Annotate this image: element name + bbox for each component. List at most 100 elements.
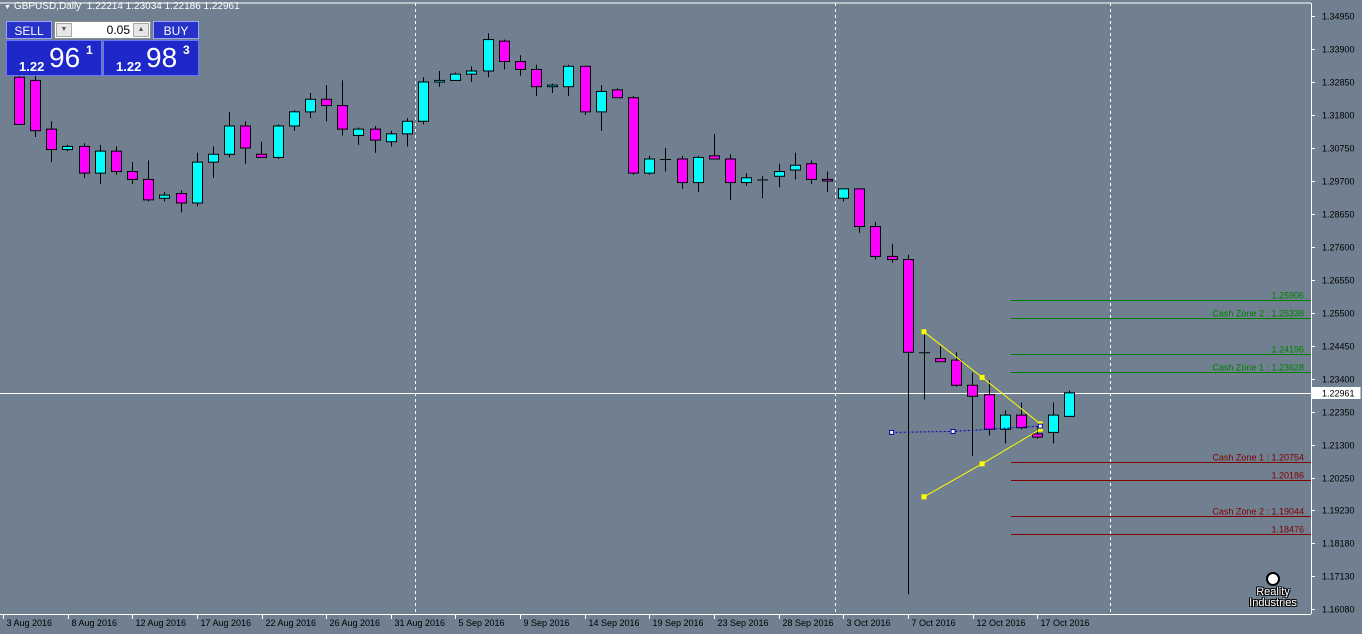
candle-body xyxy=(434,79,445,83)
candle-body xyxy=(612,89,623,99)
triangle-anchor-point[interactable] xyxy=(979,374,985,380)
triangle-anchor-point[interactable] xyxy=(1037,426,1043,432)
candle-body xyxy=(935,358,946,363)
triangle-anchor-point[interactable] xyxy=(921,329,927,335)
time-tick-label: 17 Oct 2016 xyxy=(1041,618,1090,628)
price-tick-label: 1.23400 xyxy=(1322,375,1355,385)
lot-decrease-arrow-icon[interactable]: ▼ xyxy=(56,23,72,37)
sell-button[interactable]: SELL xyxy=(6,21,52,39)
candle xyxy=(741,173,752,186)
candle-body xyxy=(854,188,865,228)
candle-body xyxy=(353,128,364,136)
day-separators xyxy=(0,2,1311,614)
candle-body xyxy=(499,40,510,63)
time-tick-label: 28 Sep 2016 xyxy=(783,618,834,628)
candle xyxy=(903,254,914,595)
candle xyxy=(951,352,962,387)
time-tick-label: 3 Aug 2016 xyxy=(7,618,53,628)
buy-button[interactable]: BUY xyxy=(153,21,199,39)
candle xyxy=(353,127,364,145)
price-tick-label: 1.21300 xyxy=(1322,441,1355,451)
cash-zone-label: 1.20186 xyxy=(1271,471,1304,481)
lot-size-stepper[interactable]: ▼ ▲ xyxy=(54,21,151,39)
candle xyxy=(838,188,849,202)
candle xyxy=(127,162,138,185)
candle xyxy=(62,144,73,152)
candle xyxy=(967,372,978,456)
candle xyxy=(612,88,623,99)
candle xyxy=(887,243,898,263)
candle-body xyxy=(192,161,203,204)
triangle-anchor-point[interactable] xyxy=(979,461,985,467)
buy-price-button[interactable]: 1.22 98 3 xyxy=(103,40,199,76)
triangle-anchor-point[interactable] xyxy=(921,494,927,500)
candle-body xyxy=(1000,414,1011,430)
candle-body xyxy=(305,98,316,113)
price-tick-label: 1.19230 xyxy=(1322,506,1355,516)
lot-increase-arrow-icon[interactable]: ▲ xyxy=(133,23,149,37)
candle xyxy=(499,39,510,70)
cash-zone-label: 1.25906 xyxy=(1271,291,1304,301)
candle xyxy=(289,110,300,131)
candle xyxy=(870,221,881,260)
candle-body xyxy=(62,145,73,151)
sell-price-button[interactable]: 1.22 96 1 xyxy=(6,40,102,76)
candle-body xyxy=(95,150,106,174)
lot-size-input[interactable] xyxy=(74,22,130,38)
price-tick-label: 1.31800 xyxy=(1322,111,1355,121)
price-tick-label: 1.33900 xyxy=(1322,45,1355,55)
dotted-trendline[interactable] xyxy=(889,423,1043,435)
candle xyxy=(483,33,494,78)
price-tick-label: 1.32850 xyxy=(1322,78,1355,88)
cash-zone-label: 1.18476 xyxy=(1271,525,1304,535)
candle-body xyxy=(870,226,881,257)
candle xyxy=(725,154,736,200)
candle xyxy=(677,155,688,189)
candle-body xyxy=(1064,392,1075,417)
candle xyxy=(143,160,154,202)
candle xyxy=(402,118,413,147)
candle-body xyxy=(14,76,25,125)
candle xyxy=(1048,402,1059,444)
candle-body xyxy=(644,158,655,174)
price-tick-label: 1.18180 xyxy=(1322,539,1355,549)
candle xyxy=(450,72,461,81)
cash-zone-label: Cash Zone 2 : 1.19044 xyxy=(1212,507,1304,517)
dotted-anchor-point[interactable] xyxy=(889,429,895,435)
candle xyxy=(919,333,930,400)
candle xyxy=(321,85,332,122)
candle xyxy=(370,125,381,153)
candle xyxy=(693,155,704,192)
candle-body xyxy=(515,61,526,70)
candle-body xyxy=(693,156,704,184)
candle xyxy=(466,66,477,82)
time-tick-label: 14 Sep 2016 xyxy=(589,618,640,628)
candle xyxy=(596,85,607,131)
current-price-tag xyxy=(1311,387,1361,399)
time-tick-label: 3 Oct 2016 xyxy=(847,618,891,628)
candle-body xyxy=(127,171,138,180)
candle-body xyxy=(903,259,914,353)
watermark-line1: Reality xyxy=(1256,586,1290,598)
candle-body xyxy=(466,70,477,75)
candle-body xyxy=(289,111,300,127)
collapse-triangle-icon: ▼ xyxy=(4,4,11,11)
candle xyxy=(240,121,251,164)
symbol-timeframe: GBPUSD,Daily xyxy=(13,1,82,12)
candle-body xyxy=(1048,414,1059,433)
ohlc-values: 1.22214 1.23034 1.22186 1.22961 xyxy=(86,1,240,12)
time-tick-label: 26 Aug 2016 xyxy=(330,618,381,628)
time-tick-label: 9 Sep 2016 xyxy=(524,618,570,628)
candle xyxy=(386,130,397,147)
dotted-anchor-point[interactable] xyxy=(950,428,956,434)
dotted-anchor-point[interactable] xyxy=(1037,423,1043,429)
candle xyxy=(757,176,768,199)
candle-body xyxy=(386,133,397,143)
price-tick-label: 1.16080 xyxy=(1322,605,1355,615)
sell-price-prefix: 1.22 xyxy=(19,59,45,74)
candle-body xyxy=(483,39,494,72)
candles xyxy=(14,33,1075,595)
buy-price-main: 98 xyxy=(146,42,178,73)
